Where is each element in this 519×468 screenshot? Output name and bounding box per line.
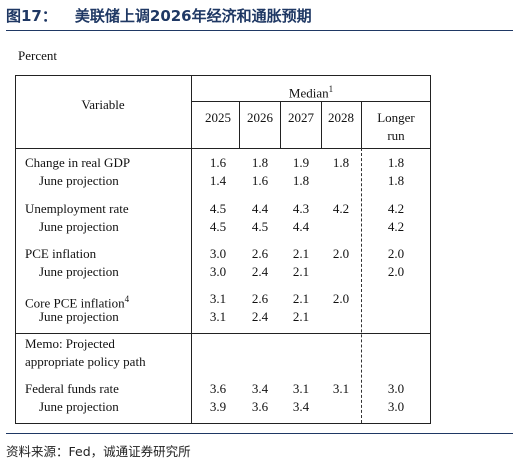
median-superscript: 1 — [328, 84, 334, 94]
longer-run-header-line2: run — [387, 128, 405, 143]
variable-label: Unemployment rate — [25, 201, 129, 217]
units-label: Percent — [18, 48, 57, 63]
value-cell: 2.4 — [251, 264, 269, 279]
title-rule — [6, 30, 513, 31]
longer-run-cell: 4.2 — [387, 201, 405, 216]
value-cell: 1.6 — [251, 173, 269, 188]
median-underline — [191, 101, 431, 102]
longer-run-cell: 3.0 — [387, 381, 405, 396]
longer-run-cell: 1.8 — [387, 155, 405, 170]
value-cell: 1.9 — [292, 155, 310, 170]
value-cell: 3.0 — [209, 246, 227, 261]
row-label-text: Unemployment rate — [25, 201, 129, 216]
year-2027-header: 2027 — [288, 110, 314, 125]
value-cell: 1.8 — [332, 155, 350, 170]
table-right-border — [430, 75, 431, 424]
value-cell: 2.0 — [332, 246, 350, 261]
june-projection-label: June projection — [39, 309, 119, 325]
variable-label: Federal funds rate — [25, 381, 119, 397]
memo-line2: appropriate policy path — [25, 354, 146, 369]
row-label-text: June projection — [39, 173, 119, 188]
year-2026-header: 2026 — [247, 110, 273, 125]
table-left-border — [15, 75, 16, 424]
row-label-text: June projection — [39, 264, 119, 279]
year-2025-header: 2025 — [205, 110, 231, 125]
median-header: Median1 — [191, 81, 431, 101]
row-label-text: Change in real GDP — [25, 155, 131, 170]
table-top-border — [15, 75, 431, 76]
value-cell: 4.4 — [292, 219, 310, 234]
value-cell: 4.5 — [209, 201, 227, 216]
june-projection-label: June projection — [39, 399, 119, 415]
value-cell: 2.1 — [292, 264, 310, 279]
projection-table: Variable Median1 2025 2026 2027 2028 Lon… — [15, 75, 431, 424]
value-cell: 2.1 — [292, 291, 310, 306]
variable-header: Variable — [81, 97, 125, 112]
value-cell: 3.1 — [209, 291, 227, 306]
june-projection-label: June projection — [39, 219, 119, 235]
header-bottom-border — [15, 148, 431, 149]
longer-run-cell: 4.2 — [387, 219, 405, 234]
memo-top-border — [15, 333, 431, 334]
longer-run-cell: 2.0 — [387, 246, 405, 261]
row-label-superscript: 4 — [124, 294, 130, 304]
row-label-text: June projection — [39, 309, 119, 324]
value-cell: 2.1 — [292, 309, 310, 324]
figure-number: 图17： — [6, 7, 57, 25]
value-cell: 4.3 — [292, 201, 310, 216]
value-cell: 4.2 — [332, 201, 350, 216]
variable-label: Core PCE inflation4 — [25, 291, 129, 311]
year-divider-1 — [239, 101, 240, 148]
year-divider-4 — [361, 101, 362, 148]
longer-run-dashed-divider — [361, 148, 362, 423]
value-cell: 3.4 — [251, 381, 269, 396]
value-cell: 2.1 — [292, 246, 310, 261]
longer-run-header-line1: Longer — [377, 110, 415, 125]
value-cell: 3.4 — [292, 399, 310, 414]
row-label-text: Federal funds rate — [25, 381, 119, 396]
value-cell: 4.4 — [251, 201, 269, 216]
value-cell: 3.1 — [209, 309, 227, 324]
row-label-text: PCE inflation — [25, 246, 97, 261]
source-note: 资料来源：Fed，诚通证券研究所 — [6, 444, 191, 459]
value-cell: 3.1 — [332, 381, 350, 396]
value-cell: 1.8 — [292, 173, 310, 188]
figure-title-text: 美联储上调2026年经济和通胀预期 — [74, 7, 312, 25]
value-cell: 1.6 — [209, 155, 227, 170]
table-bottom-border — [15, 423, 431, 424]
source-rule — [6, 433, 513, 434]
year-2028-header: 2028 — [328, 110, 354, 125]
value-cell: 3.9 — [209, 399, 227, 414]
value-cell: 1.8 — [251, 155, 269, 170]
longer-run-cell: 2.0 — [387, 264, 405, 279]
value-cell: 2.4 — [251, 309, 269, 324]
value-cell: 1.4 — [209, 173, 227, 188]
variable-label: PCE inflation — [25, 246, 96, 262]
value-cell: 3.6 — [209, 381, 227, 396]
variable-divider — [191, 75, 192, 424]
value-cell: 4.5 — [251, 219, 269, 234]
value-cell: 2.6 — [251, 291, 269, 306]
value-cell: 2.0 — [332, 291, 350, 306]
year-divider-3 — [321, 101, 322, 148]
longer-run-cell: 3.0 — [387, 399, 405, 414]
median-header-text: Median — [288, 85, 329, 101]
row-label-text: June projection — [39, 219, 119, 234]
value-cell: 3.0 — [209, 264, 227, 279]
value-cell: 3.1 — [292, 381, 310, 396]
year-divider-2 — [280, 101, 281, 148]
memo-line1: Memo: Projected — [25, 336, 115, 351]
value-cell: 2.6 — [251, 246, 269, 261]
june-projection-label: June projection — [39, 264, 119, 280]
variable-label: Change in real GDP — [25, 155, 130, 171]
value-cell: 3.6 — [251, 399, 269, 414]
row-label-text: June projection — [39, 399, 119, 414]
figure-title: 图17： 美联储上调2026年经济和通胀预期 — [6, 4, 312, 28]
value-cell: 4.5 — [209, 219, 227, 234]
row-label-text: Core PCE inflation — [25, 295, 125, 311]
june-projection-label: June projection — [39, 173, 119, 189]
longer-run-cell: 1.8 — [387, 173, 405, 188]
